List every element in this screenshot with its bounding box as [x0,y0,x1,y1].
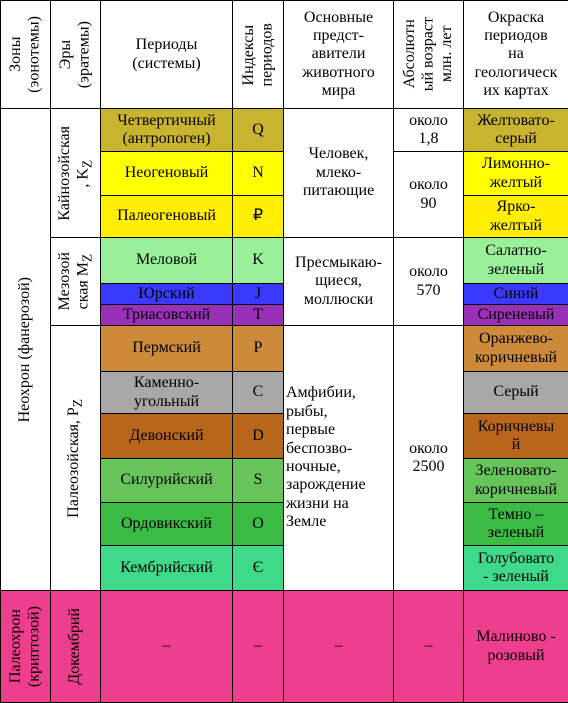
era-text: Кайнозойская , KZ [56,126,95,221]
age: около 2500 [394,326,464,591]
period: Каменно- угольный [101,372,233,414]
age: около 1,8 [394,109,464,152]
era-cell: Докембрий [51,591,101,703]
period: Меловой [101,238,233,284]
map-color: Малиново - розовый [464,591,568,703]
zone-text: Неохрон (фанерозой) [16,277,34,422]
era-cell: Кайнозойская , KZ [51,109,101,238]
row: Палеозойская, PZ Пермский P Амфибии, рыб… [1,326,568,372]
era-text: Докембрий [66,608,84,685]
animals: Амфибии, рыбы, первые беспозво- ночные, … [284,326,394,591]
animals: Пресмыкаю- щиеся, моллюски [284,238,394,326]
era-cell: Палеозойская, PZ [51,326,101,591]
age: около 90 [394,152,464,238]
index: T [233,305,284,326]
period: Кембрийский [101,546,233,591]
era-sub: Z [80,159,95,167]
map-color: Темно – зеленый [464,503,568,546]
map-color: Синий [464,284,568,305]
map-color: Салатно- зеленый [464,238,568,284]
index: D [233,414,284,459]
map-color: Серый [464,372,568,414]
map-color: Голубовато - зеленый [464,546,568,591]
era-text: Палеозойская, PZ [65,399,86,518]
era-name: Кайнозойская , K [56,126,91,221]
era-sub: Z [70,399,85,407]
map-color: Ярко- желтый [464,196,568,238]
index: K [233,238,284,284]
index: Є [233,546,284,591]
map-color: Лимонно- желтый [464,152,568,196]
header-cell: Основные предст- авители животного мира [284,1,394,109]
index: O [233,503,284,546]
header-cell: Окраска периодов на геологическ их карта… [464,1,568,109]
era-name: Палеозойская, P [65,407,82,518]
period: – [101,591,233,703]
map-color: Зеленовато- коричневый [464,459,568,503]
period: Юрский [101,284,233,305]
index: N [233,152,284,196]
period: Пермский [101,326,233,372]
header-cell: Периоды (системы) [101,1,233,109]
index: S [233,459,284,503]
header-text: Зоны (эонотемы) [7,16,44,93]
zone-text: Палеохрон (криптозой) [7,606,44,687]
map-color: Коричневы й [464,414,568,459]
index: – [233,591,284,703]
header-text: Индексы периодов [240,23,277,86]
era-sub: Z [80,254,95,262]
period: Девонский [101,414,233,459]
zone-cell: Неохрон (фанерозой) [1,109,51,591]
header-row: Зоны (эонотемы) Эры (эратемы) Периоды (с… [1,1,568,109]
map-color: Сиреневый [464,305,568,326]
header-cell: Абсолютн ый возраст млн. лет [394,1,464,109]
index: C [233,372,284,414]
era-text: Мезозой ская MZ [56,252,95,310]
age: около 570 [394,238,464,326]
index: J [233,284,284,305]
period: Ордовикский [101,503,233,546]
row: Неохрон (фанерозой) Кайнозойская , KZ Че… [1,109,568,152]
header-cell: Зоны (эонотемы) [1,1,51,109]
row: Мезозой ская MZ Меловой K Пресмыкаю- щие… [1,238,568,284]
index: Q [233,109,284,152]
header-text: Эры (эратемы) [57,21,94,88]
index: P [233,326,284,372]
period: Неогеновый [101,152,233,196]
period: Силурийский [101,459,233,503]
period: Триасовский [101,305,233,326]
map-color: Желтовато- серый [464,109,568,152]
map-color: Оранжево- коричневый [464,326,568,372]
period: Палеогеновый [101,196,233,238]
era-cell: Мезозой ская MZ [51,238,101,326]
header-text: Абсолютн ый возраст млн. лет [401,17,456,91]
animals: Человек, млеко- питающие [284,109,394,238]
header-cell: Эры (эратемы) [51,1,101,109]
header-cell: Индексы периодов [233,1,284,109]
animals: – [284,591,394,703]
zone-cell: Палеохрон (криптозой) [1,591,51,703]
row: Палеохрон (криптозой) Докембрий – – – – … [1,591,568,703]
age: – [394,591,464,703]
index: ₽ [233,196,284,238]
period: Четвертичный (антропоген) [101,109,233,152]
